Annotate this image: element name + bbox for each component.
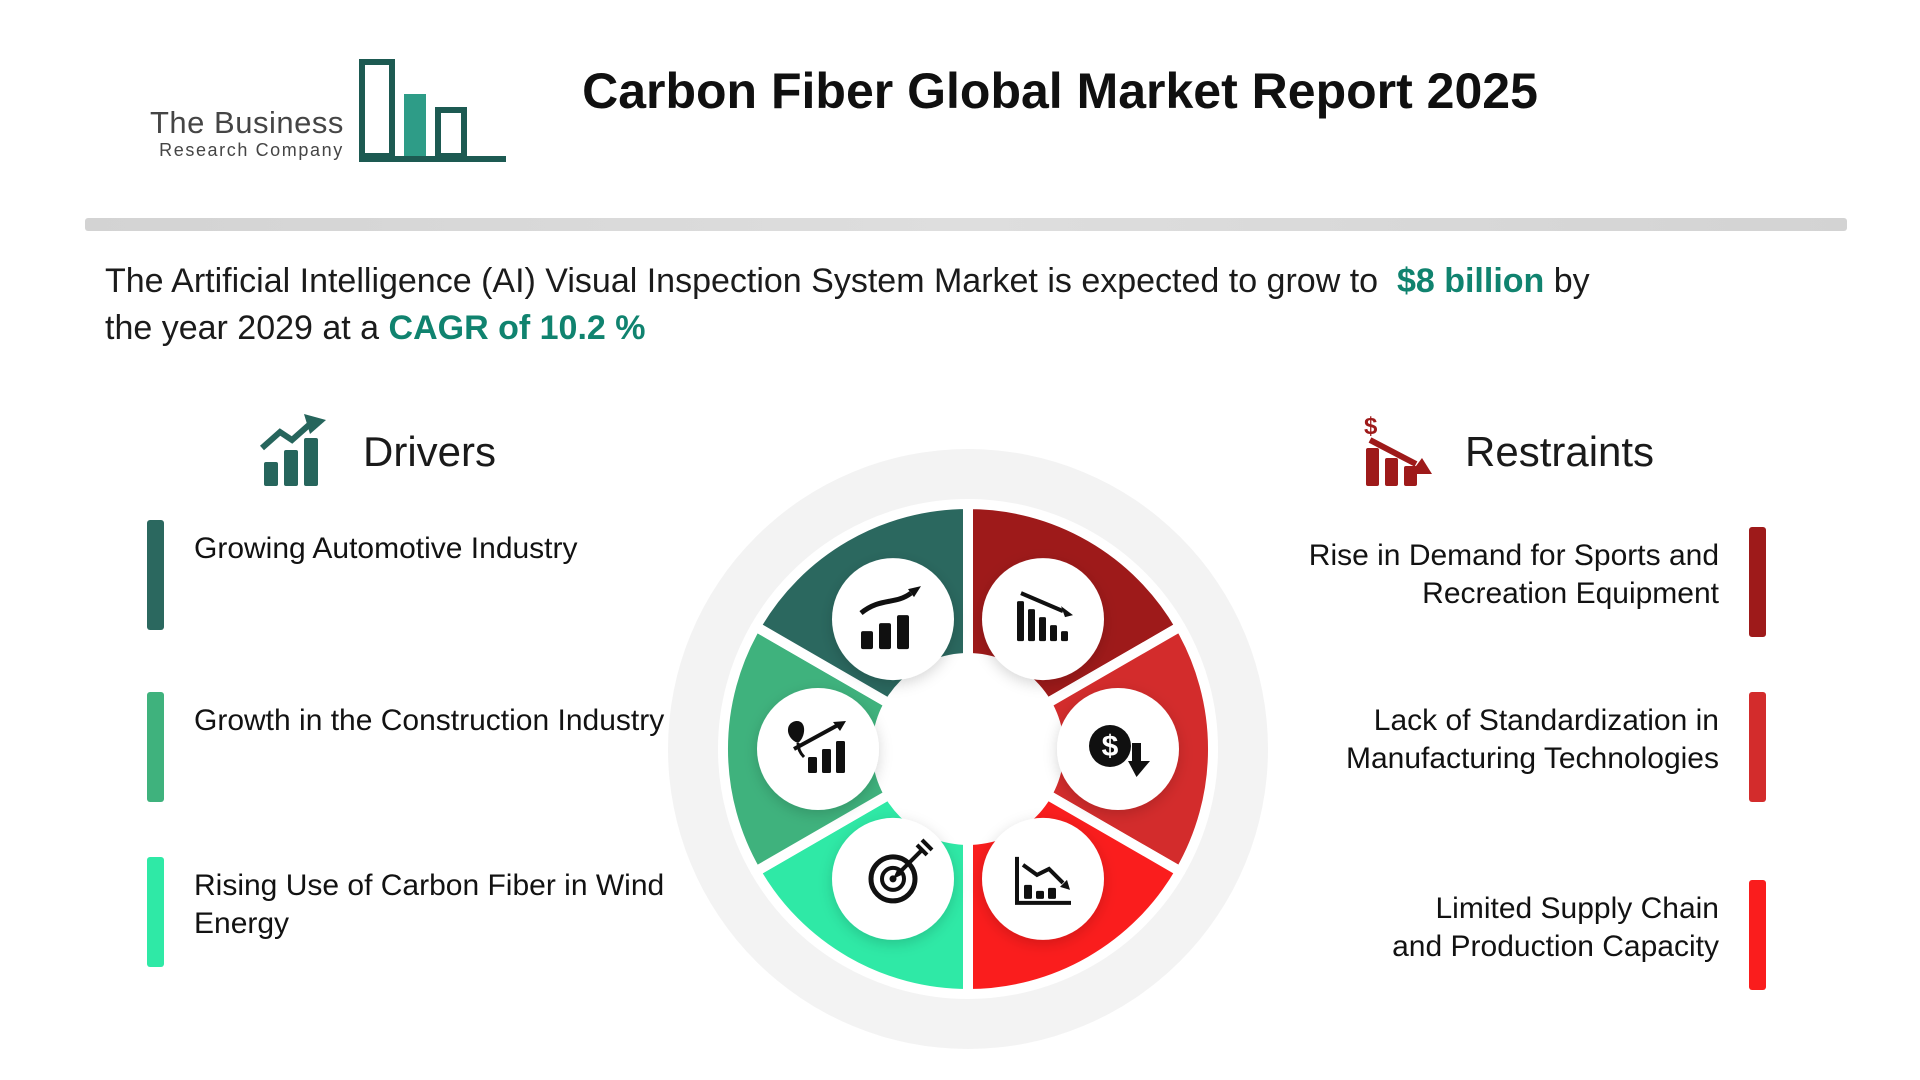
driver-accent-bar xyxy=(147,520,164,630)
market-wheel: $ xyxy=(668,449,1268,1049)
driver-accent-bar xyxy=(147,692,164,802)
logo-line1: The Business xyxy=(150,105,344,141)
summary-market-value: $8 billion xyxy=(1396,262,1545,300)
driver-item-label: Rising Use of Carbon Fiber in Wind Energ… xyxy=(194,869,665,940)
driver-item: Growing Automotive Industry xyxy=(147,520,747,630)
declining-bars-dollar-icon: $ xyxy=(1364,413,1432,486)
page-title: Carbon Fiber Global Market Report 2025 xyxy=(582,63,1538,119)
restraint-item: Lack of Standardization in Manufacturing… xyxy=(1146,692,1766,802)
logo-bars-icon xyxy=(358,59,506,162)
restraint-item-label: Rise in Demand for Sports and Recreation… xyxy=(1308,539,1719,610)
declining-chart-icon xyxy=(982,817,1104,940)
summary-text-2: by the year 2029 at a xyxy=(105,262,1590,347)
summary-text-1: The Artificial Intelligence (AI) Visual … xyxy=(105,262,1397,300)
drivers-heading: Drivers xyxy=(255,412,496,492)
driver-item-label: Growing Automotive Industry xyxy=(194,532,578,565)
logo-line2: Research Company xyxy=(159,140,344,161)
restraint-accent-bar xyxy=(1749,880,1766,990)
company-logo-text: The Business Research Company xyxy=(150,106,344,168)
driver-item: Growth in the Construction Industry xyxy=(147,692,747,802)
dollar-glyph: $ xyxy=(1102,730,1119,763)
driver-item-label: Growth in the Construction Industry xyxy=(194,704,665,737)
driver-item: Rising Use of Carbon Fiber in Wind Energ… xyxy=(147,857,747,967)
restraint-item-label: Limited Supply Chain and Production Capa… xyxy=(1392,892,1719,963)
company-logo: The Business Research Company xyxy=(150,58,508,168)
header-divider xyxy=(85,218,1847,231)
growth-chart-icon xyxy=(832,558,954,681)
restraint-item-label: Lack of Standardization in Manufacturing… xyxy=(1345,704,1719,775)
wheel-center xyxy=(872,653,1064,845)
drivers-heading-label: Drivers xyxy=(363,428,496,475)
growth-bars-arrow-icon xyxy=(260,414,326,486)
dollar-glyph: $ xyxy=(1364,413,1378,440)
plant-growth-icon xyxy=(757,688,879,810)
restraint-accent-bar xyxy=(1749,692,1766,802)
restraint-accent-bar xyxy=(1749,527,1766,637)
summary-cagr: CAGR of 10.2 % xyxy=(388,309,646,347)
target-icon xyxy=(832,817,954,940)
market-summary: The Artificial Intelligence (AI) Visual … xyxy=(105,258,1805,352)
restraints-heading: $ Restraints xyxy=(1357,412,1654,492)
dollar-down-icon: $ xyxy=(1057,688,1179,810)
driver-accent-bar xyxy=(147,857,164,967)
restraint-item: Limited Supply Chain and Production Capa… xyxy=(1146,880,1766,990)
declining-bars-icon xyxy=(982,558,1104,681)
restraint-item: Rise in Demand for Sports and Recreation… xyxy=(1146,527,1766,637)
restraints-heading-label: Restraints xyxy=(1465,428,1655,475)
